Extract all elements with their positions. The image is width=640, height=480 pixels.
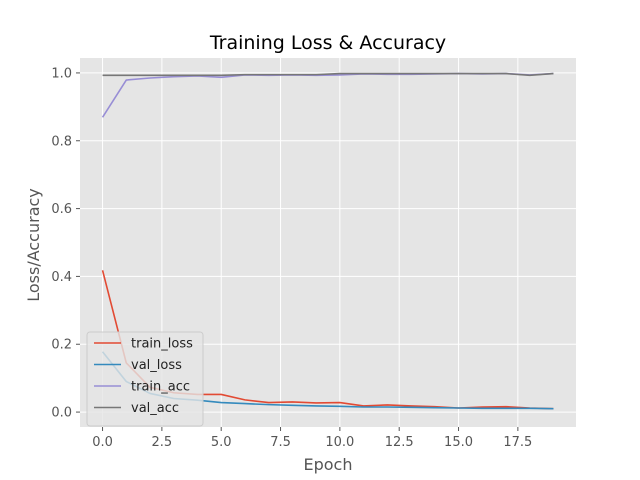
y-tick-label: 0.8 [51,134,72,149]
y-axis-label: Loss/Accuracy [24,188,43,302]
legend-label-val-acc: val_acc [131,401,179,416]
legend: train_loss val_loss train_acc val_acc [86,331,204,427]
legend-box [86,331,204,427]
legend-label-train-acc: train_acc [131,380,190,395]
x-tick-label: 15.0 [444,435,473,450]
x-tick-label: 10.0 [325,435,354,450]
x-tick-label: 17.5 [503,435,532,450]
y-tick-label: 0.6 [51,202,72,217]
legend-label-train-loss: train_loss [131,337,193,352]
chart-title: Training Loss & Accuracy [209,32,446,54]
y-tick-label: 0.4 [51,270,72,285]
x-tick-label: 7.5 [270,435,291,450]
series-line-val-acc [102,72,554,77]
x-tick-label: 12.5 [385,435,414,450]
y-tick-label: 0.0 [51,406,72,421]
x-axis-label: Epoch [304,455,353,474]
y-tick-label: 0.2 [51,338,72,353]
x-tick-label: 2.5 [152,435,173,450]
legend-label-val-loss: val_loss [131,358,182,373]
x-tick-label: 5.0 [211,435,232,450]
x-tick-label: 0.0 [92,435,113,450]
y-tick-label: 1.0 [51,66,72,81]
